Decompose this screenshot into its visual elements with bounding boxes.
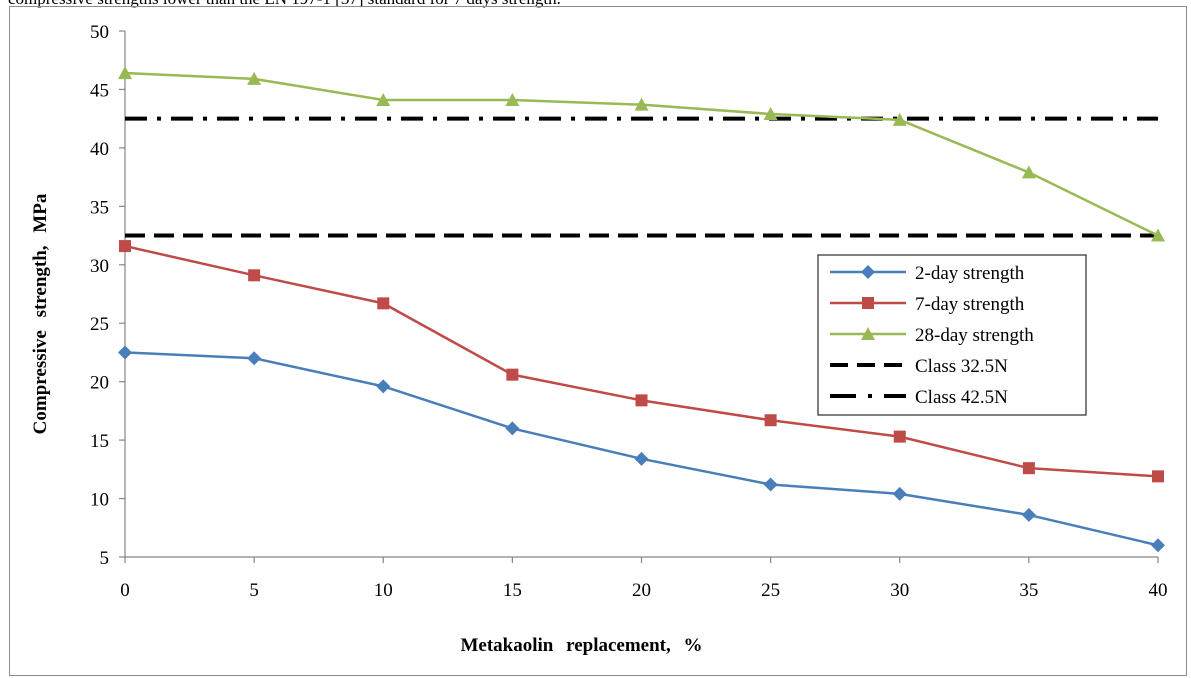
series-line-2	[124, 71, 1159, 237]
data-point-1-7	[1022, 462, 1035, 475]
x-tick-label: 25	[761, 580, 780, 601]
header-text: compressive strengths lower than the EN …	[8, 0, 561, 9]
y-tick-label: 5	[100, 548, 110, 569]
y-tick-label: 20	[90, 373, 109, 394]
data-point-0-0	[118, 345, 132, 360]
data-point-2-5	[763, 106, 778, 120]
x-tick-label: 20	[632, 580, 651, 601]
y-tick-label: 10	[90, 490, 109, 511]
x-tick-label: 35	[1019, 580, 1038, 601]
legend-marker-2	[861, 327, 875, 340]
data-point-0-6	[892, 486, 907, 501]
data-point-1-8	[1152, 470, 1164, 483]
data-point-2-8	[1151, 228, 1165, 242]
legend-label-4: Class 42.5N	[915, 387, 1008, 408]
x-tick-label: 0	[120, 580, 130, 601]
data-point-1-1	[248, 269, 261, 282]
data-point-1-3	[506, 368, 519, 381]
y-tick-label: 45	[90, 80, 109, 101]
data-point-2-0	[118, 66, 132, 80]
data-point-0-5	[763, 477, 778, 492]
data-point-0-2	[376, 379, 391, 394]
data-point-1-4	[635, 394, 648, 407]
y-tick-label: 15	[90, 431, 109, 452]
legend-label-1: 7-day strength	[915, 294, 1025, 315]
data-point-2-7	[1021, 165, 1036, 179]
series-markers	[118, 66, 1165, 553]
legend-label-2: 28-day strength	[915, 325, 1034, 346]
data-point-0-7	[1021, 507, 1036, 522]
legend-label-3: Class 32.5N	[915, 356, 1008, 377]
data-point-2-1	[247, 71, 262, 85]
y-tick-label: 30	[90, 256, 109, 277]
legend: 2-day strength 7-day strength 28-day stren…	[817, 254, 1087, 416]
data-point-2-4	[634, 97, 649, 111]
legend-marker-0	[861, 265, 875, 279]
data-point-0-1	[247, 351, 262, 366]
y-tick-label: 25	[90, 314, 109, 335]
x-tick-label: 15	[503, 580, 522, 601]
reference-lines	[125, 116, 1158, 238]
legend-label-0: 2-day strength	[915, 263, 1025, 284]
y-axis-title: Compressive strength, MPa	[30, 193, 51, 434]
data-point-0-4	[634, 451, 649, 466]
y-tick-label: 50	[90, 22, 109, 43]
data-point-1-2	[377, 297, 390, 310]
y-tick-label: 40	[90, 139, 109, 160]
x-tick-label: 30	[890, 580, 909, 601]
data-point-2-3	[505, 92, 520, 106]
x-axis-title: Metakaolin replacement, %	[460, 635, 702, 656]
data-point-1-5	[764, 414, 777, 427]
x-tick-label: 10	[374, 580, 393, 601]
data-point-0-8	[1151, 538, 1165, 553]
data-point-1-6	[893, 430, 906, 443]
y-tick-label: 35	[90, 197, 109, 218]
x-tick-label: 5	[249, 580, 259, 601]
x-tick-label: 40	[1149, 580, 1168, 601]
chart-frame	[9, 6, 1187, 676]
data-point-0-3	[505, 421, 520, 436]
data-point-2-6	[892, 112, 907, 126]
data-point-2-2	[376, 92, 391, 106]
data-point-1-0	[119, 240, 131, 253]
legend-marker-1	[862, 297, 874, 309]
